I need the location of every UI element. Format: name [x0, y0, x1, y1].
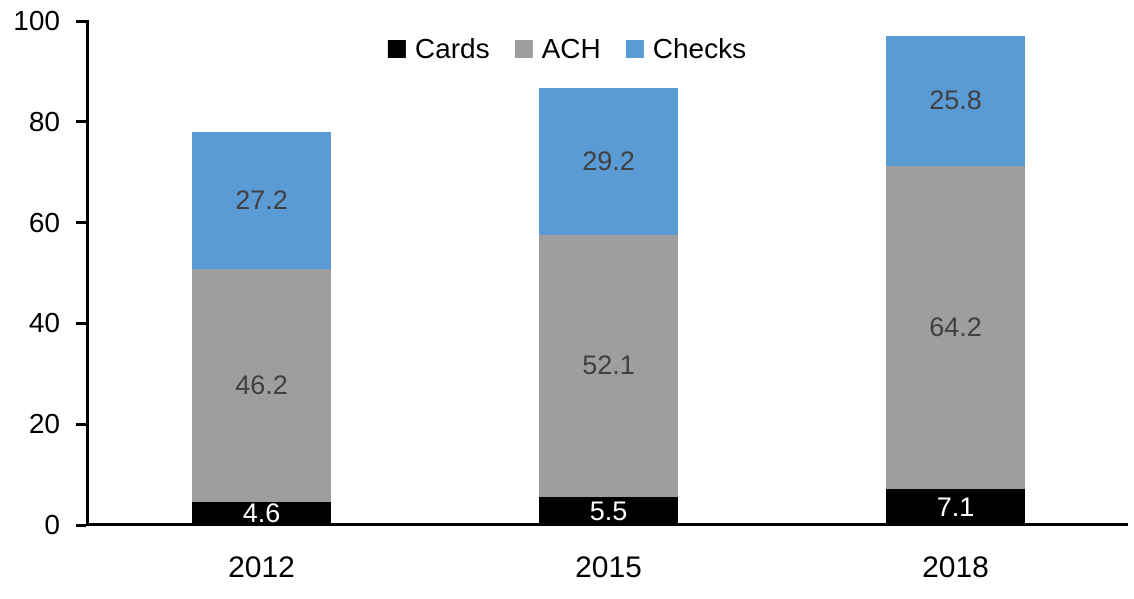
bar-segment-ach-2018: 64.2	[886, 165, 1025, 490]
checks-swatch-icon	[625, 40, 644, 58]
bar-segment-cards-2018: 7.1	[886, 489, 1025, 525]
segment-label-ach-2012: 46.2	[235, 369, 288, 400]
cards-swatch-icon	[387, 40, 406, 58]
legend-item-ach: ACH	[514, 33, 601, 65]
legend: Cards ACH Checks	[387, 33, 747, 65]
y-axis	[86, 20, 89, 526]
y-tick-label-60: 60	[28, 206, 60, 238]
y-tick-80	[76, 120, 86, 124]
segment-label-cards-2012: 4.6	[242, 497, 281, 528]
segment-label-checks-2012: 27.2	[235, 184, 288, 215]
y-tick-40	[76, 321, 86, 325]
segment-label-checks-2018: 25.8	[929, 85, 982, 116]
x-axis	[86, 523, 1128, 526]
legend-label-checks: Checks	[652, 33, 747, 64]
bar-segment-cards-2015: 5.5	[539, 495, 678, 526]
bar-segment-checks-2015: 29.2	[539, 87, 678, 235]
y-tick-label-100: 100	[13, 5, 60, 36]
y-tick-60	[76, 221, 86, 225]
segment-label-checks-2015: 29.2	[582, 145, 635, 176]
legend-label-ach: ACH	[541, 33, 601, 64]
y-tick-label-40: 40	[28, 307, 60, 339]
bar-segment-cards-2012: 4.6	[192, 498, 331, 528]
bar-segment-ach-2015: 52.1	[539, 234, 678, 498]
bar-segment-checks-2012: 27.2	[192, 131, 331, 269]
bar-segment-ach-2012: 46.2	[192, 268, 331, 502]
legend-item-cards: Cards	[387, 33, 490, 65]
legend-label-cards: Cards	[414, 33, 490, 64]
x-axis-label-2012: 2012	[228, 551, 295, 584]
y-tick-100	[76, 19, 86, 23]
y-tick-20	[76, 422, 86, 426]
x-axis-label-2015: 2015	[575, 551, 642, 584]
segment-label-ach-2018: 64.2	[929, 311, 982, 342]
y-tick-label-80: 80	[28, 105, 60, 137]
legend-item-checks: Checks	[625, 33, 747, 65]
y-tick-label-20: 20	[28, 408, 60, 440]
segment-label-cards-2015: 5.5	[589, 495, 628, 526]
ach-swatch-icon	[514, 40, 533, 58]
bar-segment-checks-2018: 25.8	[886, 35, 1025, 166]
y-tick-0	[76, 523, 86, 527]
x-axis-label-2018: 2018	[922, 551, 989, 584]
segment-label-cards-2018: 7.1	[936, 491, 975, 522]
segment-label-ach-2015: 52.1	[582, 350, 635, 381]
y-tick-label-0: 0	[44, 509, 60, 540]
